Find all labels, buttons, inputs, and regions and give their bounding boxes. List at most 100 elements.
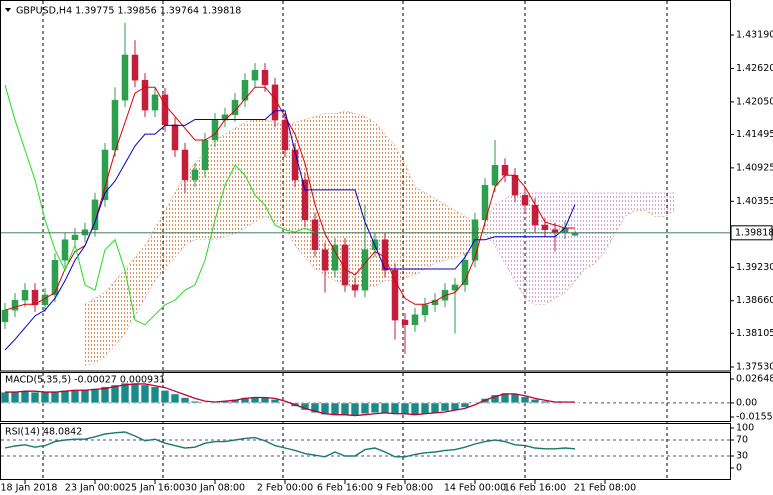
cloud-segment	[255, 119, 265, 223]
x-tick-label: 16 Feb 16:00	[504, 483, 566, 494]
candle-body	[131, 54, 139, 81]
macd-bar	[90, 388, 100, 404]
rsi-line	[4, 431, 576, 458]
candle-body	[551, 229, 559, 233]
macd-label: MACD(5,35,5) -0.00027 0.000931	[5, 375, 165, 386]
macd-bar	[30, 391, 40, 404]
symbol-menu-icon	[5, 8, 11, 12]
macd-bar	[60, 389, 70, 404]
x-tick-label: 18 Jan 2018	[1, 483, 58, 494]
cloud-segment	[95, 292, 105, 363]
y-tick-label: 0	[736, 463, 742, 474]
marks-layer	[0, 22, 730, 458]
macd-bar	[130, 382, 140, 404]
cloud-segment	[615, 192, 625, 234]
candle-body	[451, 284, 459, 291]
indicator-line	[4, 110, 576, 351]
candle-body	[171, 124, 179, 151]
macd-bar	[520, 396, 530, 404]
macd-panel-frame	[0, 372, 731, 422]
candle-body	[291, 149, 299, 181]
macd-bar	[40, 391, 50, 404]
cloud-segment	[215, 134, 225, 240]
cloud-segment	[635, 192, 645, 211]
cloud-segment	[435, 198, 445, 264]
candle-body	[121, 54, 129, 101]
chart-title: GBPUSD,H4 1.39775 1.39856 1.39764 1.3981…	[16, 6, 241, 17]
candle-body	[141, 79, 149, 111]
main-panel-frame	[0, 0, 731, 372]
cloud-segment	[265, 119, 275, 223]
rsi-label: RSI(14) 48.0842	[5, 427, 82, 438]
x-tick-label: 14 Feb 00:00	[444, 483, 506, 494]
macd-bar	[320, 402, 330, 415]
macd-bar	[270, 399, 280, 404]
macd-bar	[370, 402, 380, 414]
cloud-segment	[85, 298, 95, 366]
macd-bar	[80, 389, 90, 404]
x-tick-label: 6 Feb 16:00	[317, 483, 373, 494]
y-tick-label: 30	[736, 451, 748, 462]
y-tick-label: 1.42620	[736, 63, 773, 74]
candle-body	[51, 260, 59, 296]
candle-body	[241, 79, 249, 101]
cloud-segment	[335, 110, 345, 287]
cloud-segment	[415, 186, 425, 275]
candle-body	[271, 84, 279, 121]
y-tick-label: 1.37530	[736, 362, 773, 373]
macd-bar	[380, 402, 390, 414]
y-tick-label: 0.026481	[736, 374, 773, 385]
cloud-segment	[245, 119, 255, 228]
candle-body	[71, 234, 79, 240]
y-tick-label: 1.43190	[736, 30, 773, 41]
cloud-segment	[665, 192, 675, 217]
y-tick-label: -0.01557	[736, 412, 773, 423]
y-tick-label: 1.40925	[736, 162, 773, 173]
x-tick-label: 2 Feb 00:00	[257, 483, 313, 494]
candle-body	[281, 119, 289, 151]
macd-bar	[0, 391, 10, 404]
cloud-segment	[575, 192, 585, 281]
candle-body	[411, 314, 419, 326]
candle-body	[11, 299, 19, 311]
candle-body	[111, 99, 119, 151]
cloud-segment	[595, 192, 605, 264]
macd-bar	[530, 399, 540, 404]
macd-bar	[570, 402, 580, 404]
cloud-segment	[425, 192, 435, 270]
rsi-panel-frame	[0, 423, 731, 480]
macd-bar	[510, 393, 520, 404]
candle-body	[31, 289, 39, 306]
candle-body	[211, 119, 219, 141]
x-tick-label: 30 Jan 08:00	[185, 483, 245, 494]
macd-bar	[360, 402, 370, 415]
cloud-segment	[545, 192, 555, 305]
last-price-label: 1.39818	[735, 227, 773, 238]
cloud-segment	[625, 192, 635, 217]
macd-bar	[140, 384, 150, 404]
x-tick-label: 25 Jan 16:00	[125, 483, 185, 494]
macd-bar	[70, 389, 80, 404]
candle-body	[151, 94, 159, 111]
x-tick-label: 21 Feb 08:00	[574, 483, 636, 494]
cloud-segment	[135, 245, 145, 316]
candle-body	[361, 249, 369, 291]
macd-bar	[250, 396, 260, 404]
macd-bar	[110, 384, 120, 404]
cloud-segment	[605, 192, 615, 252]
macd-bar	[430, 402, 440, 414]
cloud-segment	[655, 192, 665, 217]
candle-body	[251, 69, 259, 81]
cloud-segment	[165, 192, 175, 270]
last-price-box	[730, 225, 773, 241]
y-tick-label: 0.00	[736, 397, 757, 408]
candle-body	[521, 194, 529, 206]
macd-bar	[350, 402, 360, 416]
macd-bar	[310, 402, 320, 414]
y-tick-label: 1.41495	[736, 129, 773, 140]
macd-bar	[50, 390, 60, 404]
candle-body	[161, 94, 169, 126]
cloud-segment	[565, 192, 575, 293]
cloud-segment	[355, 113, 365, 287]
